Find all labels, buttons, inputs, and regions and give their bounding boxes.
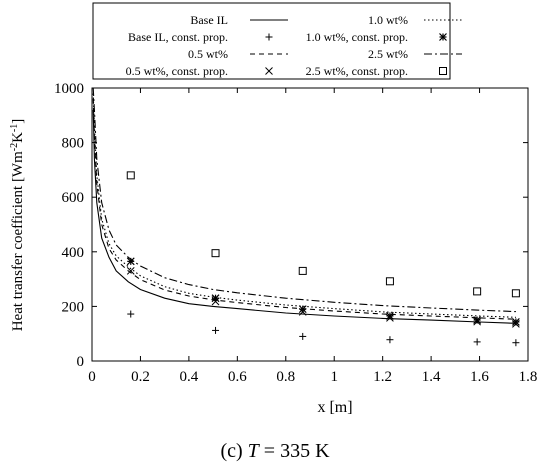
x-axis-label: x [m] bbox=[317, 399, 352, 416]
legend: Base IL 1.0 wt% Base IL, const. prop. 1.0 w… bbox=[92, 2, 462, 80]
marker-d2 bbox=[126, 257, 135, 266]
series-line-2-5-wt bbox=[92, 87, 516, 313]
data-point-2-5-wt-const-prop bbox=[211, 249, 220, 258]
data-point-0-5-wt-const-prop bbox=[298, 308, 307, 316]
data-point-1-0-wt-const-prop bbox=[211, 294, 220, 303]
legend-box bbox=[92, 2, 451, 80]
legend-label: 2.5 wt% bbox=[368, 47, 408, 61]
marker-d2 bbox=[512, 320, 520, 328]
data-point-2-5-wt-const-prop bbox=[298, 266, 307, 275]
data-point-0-5-wt-const-prop bbox=[512, 320, 520, 328]
data-point-base-il-const-prop bbox=[127, 310, 135, 318]
marker-d2 bbox=[439, 33, 447, 41]
legend-marker-sample bbox=[265, 67, 273, 75]
marker-d2 bbox=[511, 318, 520, 326]
caption-panel: (c) bbox=[220, 440, 243, 462]
data-point-base-il-const-prop bbox=[473, 338, 481, 346]
data-point-2-5-wt-const-prop bbox=[126, 171, 135, 180]
x-tick-label: 0 bbox=[88, 369, 96, 385]
marker-d2 bbox=[298, 308, 307, 316]
data-point-1-0-wt-const-prop bbox=[126, 257, 135, 266]
plot-area bbox=[92, 87, 520, 347]
series-line-1-0-wt bbox=[92, 93, 516, 318]
data-point-0-5-wt-const-prop bbox=[473, 317, 481, 326]
y-axis-label: Heat transfer coefficient [Wm-2K-1] bbox=[9, 119, 26, 332]
marker-d2 bbox=[386, 314, 394, 322]
legend-label: 0.5 wt% bbox=[188, 47, 228, 61]
data-point-0-5-wt-const-prop bbox=[126, 267, 135, 275]
marker-d2 bbox=[298, 305, 307, 314]
legend-marker-sample bbox=[265, 33, 273, 41]
x-tick-label: 0.2 bbox=[131, 369, 150, 385]
chart: Base IL 1.0 wt% Base IL, const. prop. 1.0 w… bbox=[9, 2, 537, 416]
x-tick-label: 1.6 bbox=[470, 369, 489, 385]
x-tick-label: 1.8 bbox=[519, 369, 538, 385]
data-point-base-il-const-prop bbox=[512, 339, 520, 347]
caption-variable: T bbox=[247, 440, 259, 462]
data-point-2-5-wt-const-prop bbox=[511, 289, 520, 298]
legend-marker-sample bbox=[439, 67, 447, 75]
x-tick-label: 1 bbox=[330, 369, 338, 385]
x-tick-label: 0.4 bbox=[180, 369, 199, 385]
marker-d2 bbox=[473, 316, 482, 324]
x-tick-label: 0.8 bbox=[276, 369, 295, 385]
legend-label: Base IL bbox=[190, 13, 228, 27]
marker-d2 bbox=[211, 297, 220, 306]
x-tick-label: 1.4 bbox=[422, 369, 441, 385]
data-point-1-0-wt-const-prop bbox=[473, 316, 482, 324]
data-point-base-il-const-prop bbox=[386, 336, 394, 344]
data-point-0-5-wt-const-prop bbox=[386, 314, 394, 322]
y-tick-label: 400 bbox=[62, 245, 85, 261]
marker-d2 bbox=[211, 294, 220, 303]
y-tick-label: 0 bbox=[77, 354, 85, 370]
data-point-2-5-wt-const-prop bbox=[385, 277, 394, 286]
series-line-0-5-wt bbox=[92, 98, 516, 320]
y-tick-label: 600 bbox=[62, 190, 85, 206]
legend-label: 1.0 wt% bbox=[368, 13, 408, 27]
legend-label: 0.5 wt%, const. prop. bbox=[126, 64, 228, 78]
legend-marker-sample bbox=[439, 33, 447, 41]
axes: 0 0.2 0.4 0.6 0.8 1 1.2 1.4 1.6 1.8 0 200 400 600 800 1… bbox=[54, 81, 537, 385]
caption-value: = 335 K bbox=[263, 440, 330, 462]
y-tick-label: 1000 bbox=[54, 81, 84, 97]
legend-label: 1.0 wt%, const. prop. bbox=[306, 30, 408, 44]
x-tick-label: 1.2 bbox=[373, 369, 392, 385]
legend-label: Base IL, const. prop. bbox=[128, 30, 228, 44]
data-point-0-5-wt-const-prop bbox=[211, 297, 220, 306]
marker-d2 bbox=[386, 312, 394, 320]
plot-frame bbox=[91, 87, 529, 362]
data-point-base-il-const-prop bbox=[212, 326, 220, 334]
figure-caption: (c) T = 335 K bbox=[0, 440, 550, 463]
legend-label: 2.5 wt%, const. prop. bbox=[306, 64, 408, 78]
data-point-base-il-const-prop bbox=[299, 332, 307, 340]
marker-d2 bbox=[473, 317, 481, 326]
x-tick-label: 0.6 bbox=[228, 369, 247, 385]
marker-d2 bbox=[126, 267, 135, 275]
data-point-2-5-wt-const-prop bbox=[473, 287, 482, 296]
marker-d2 bbox=[265, 67, 273, 75]
y-tick-label: 200 bbox=[62, 299, 85, 315]
y-tick-label: 800 bbox=[62, 136, 85, 152]
series-line-base-il bbox=[92, 109, 516, 324]
